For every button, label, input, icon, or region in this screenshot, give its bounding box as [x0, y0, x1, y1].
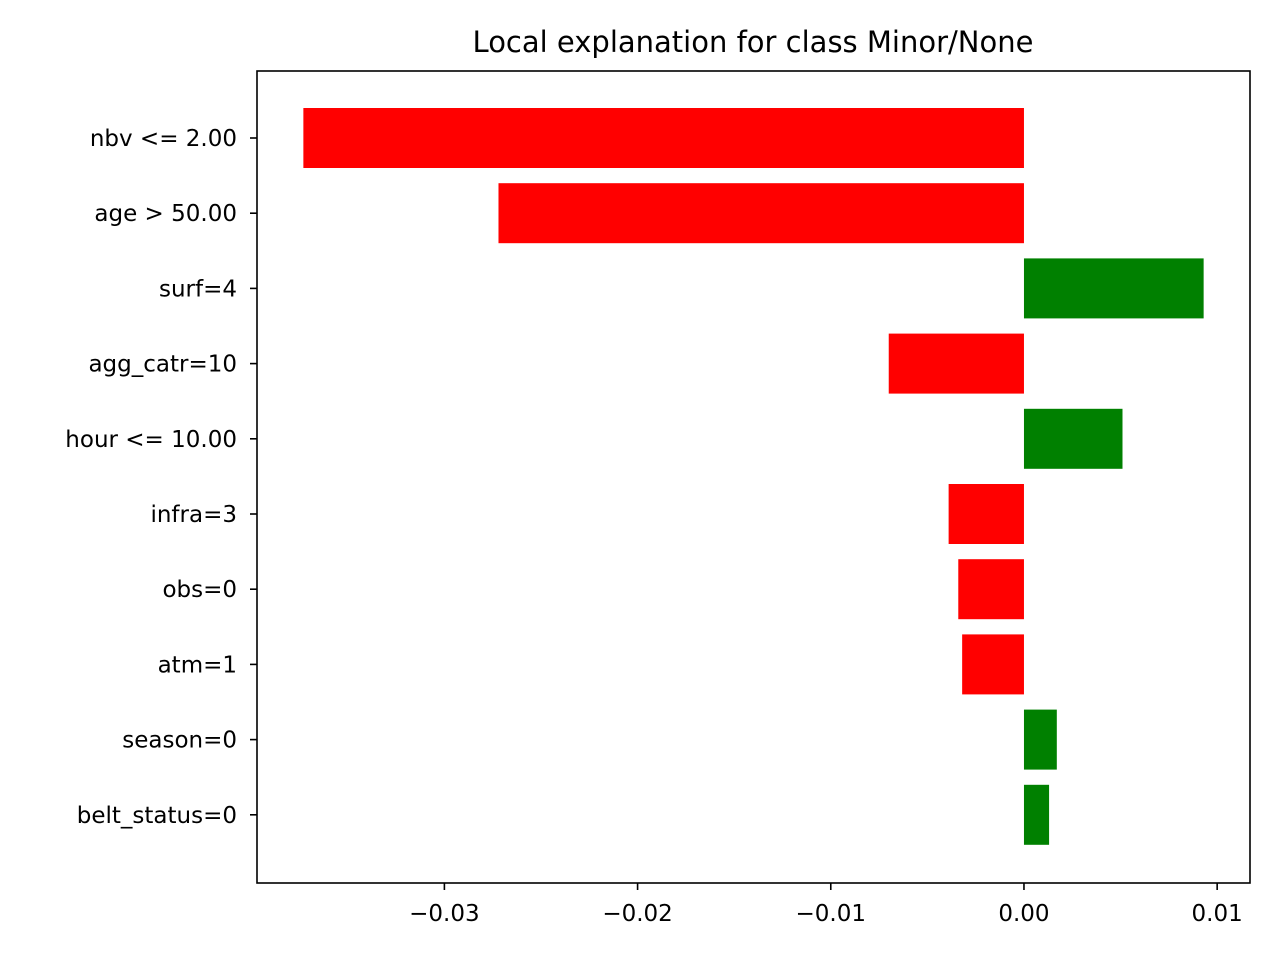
y-tick-label: agg_catr=10 — [88, 352, 237, 378]
y-tick-label: hour <= 10.00 — [65, 427, 237, 453]
x-tick-label: 0.01 — [1192, 901, 1243, 927]
y-tick-label: surf=4 — [159, 276, 237, 302]
bar — [303, 108, 1024, 168]
y-tick-label: belt_status=0 — [77, 803, 237, 829]
bar — [1023, 258, 1204, 319]
bar — [1023, 784, 1050, 845]
plot-frame — [256, 70, 1251, 884]
y-tick-label: infra=3 — [150, 502, 237, 528]
y-tick-label: obs=0 — [162, 577, 237, 603]
x-tick-label: −0.02 — [602, 901, 672, 927]
chart-title: Local explanation for class Minor/None — [473, 25, 1034, 59]
bars — [303, 108, 1204, 845]
y-tick-label: atm=1 — [158, 652, 237, 678]
bar — [888, 333, 1024, 394]
bar — [1023, 408, 1123, 469]
y-tick-label: season=0 — [122, 728, 237, 754]
y-axis: nbv <= 2.00 age > 50.00 surf=4 agg_catr=10h… — [65, 126, 257, 829]
x-tick-label: −0.01 — [796, 901, 866, 927]
bar — [948, 484, 1024, 544]
bar — [498, 183, 1024, 244]
bar — [962, 634, 1024, 695]
x-tick-label: 0.00 — [998, 901, 1049, 927]
bar — [958, 559, 1024, 620]
y-tick-label: nbv <= 2.00 — [90, 126, 237, 152]
x-axis: −0.03 −0.02 −0.01 0.00 0.01 — [409, 883, 1243, 927]
bar — [1023, 709, 1057, 770]
y-tick-label: age > 50.00 — [94, 201, 237, 227]
x-tick-label: −0.03 — [409, 901, 479, 927]
